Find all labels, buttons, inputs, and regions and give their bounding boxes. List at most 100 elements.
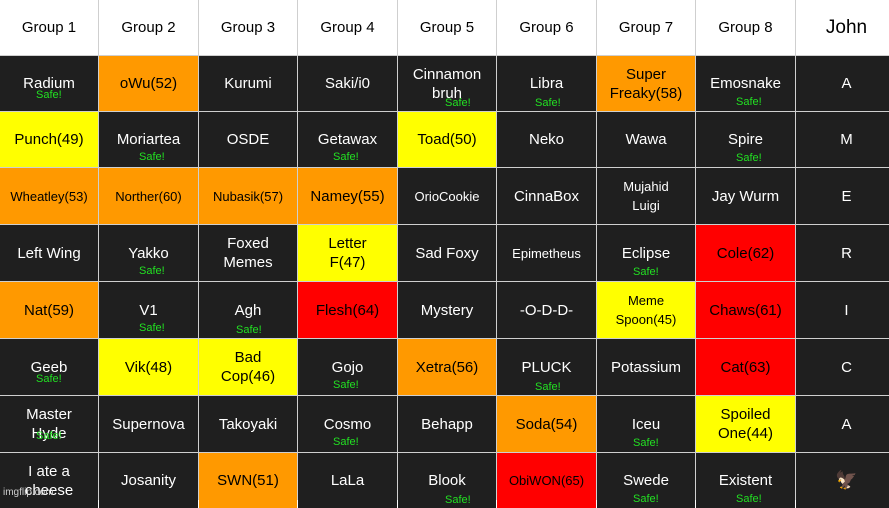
- cell-name: Cosmo: [321, 415, 375, 434]
- cell-name: Yakko: [125, 244, 172, 263]
- letter-cell: A: [796, 396, 889, 452]
- safe-label: Safe!: [139, 265, 165, 277]
- tier-cell: CinnaBox: [497, 168, 596, 224]
- cell-name: Libra: [527, 74, 566, 93]
- cell-name: Moriartea: [114, 130, 183, 149]
- tier-cell: Meme Spoon(45): [597, 282, 695, 338]
- cell-name: Potassium: [608, 358, 684, 377]
- tier-cell: Kurumi: [199, 56, 297, 111]
- tier-cell: Yakko Safe!: [99, 225, 198, 281]
- tier-cell: Letter F(47): [298, 225, 397, 281]
- tier-cell: Wawa: [597, 112, 695, 167]
- cell-name: Letter F(47): [325, 234, 369, 272]
- tier-cell: Namey(55): [298, 168, 397, 224]
- tier-cell: Jay Wurm: [696, 168, 795, 224]
- cell-name: Norther(60): [112, 187, 184, 206]
- letter-cell: M: [796, 112, 889, 167]
- safe-label: Safe!: [445, 97, 471, 109]
- cell-name: oWu(52): [117, 74, 180, 93]
- safe-label: Safe!: [36, 430, 62, 442]
- safe-label: Safe!: [736, 493, 762, 505]
- tier-cell: -O-D-D-: [497, 282, 596, 338]
- safe-label: Safe!: [333, 379, 359, 391]
- cell-name: Takoyaki: [216, 415, 280, 434]
- tier-cell: Potassium: [597, 339, 695, 395]
- cell-name: Behapp: [418, 415, 476, 434]
- cell-name: Chaws(61): [706, 301, 785, 320]
- letter-cell: E: [796, 168, 889, 224]
- cell-name: A: [838, 74, 854, 93]
- cell-name: Vik(48): [122, 358, 175, 377]
- cell-name: Nat(59): [21, 301, 77, 320]
- cell-name: Wheatley(53): [7, 187, 90, 206]
- safe-label: Safe!: [633, 266, 659, 278]
- safe-label: Safe!: [445, 494, 471, 506]
- cell-name: Sad Foxy: [412, 244, 481, 263]
- cell-name: Super Freaky(58): [607, 65, 686, 103]
- safe-label: Safe!: [333, 436, 359, 448]
- cell-name: Nubasik(57): [210, 187, 286, 206]
- tier-cell: Bad Cop(46): [199, 339, 297, 395]
- column-header: Group 5: [398, 0, 496, 55]
- column-header: John: [796, 0, 889, 55]
- tier-cell: Eclipse Safe!: [597, 225, 695, 281]
- tier-cell: Flesh(64): [298, 282, 397, 338]
- cell-name: SWN(51): [214, 471, 282, 490]
- tier-cell: Cat(63): [696, 339, 795, 395]
- cell-name: ObiWON(65): [506, 471, 587, 490]
- cell-name: Foxed Memes: [220, 234, 275, 272]
- cell-name: Josanity: [118, 471, 179, 490]
- letter-cell: I: [796, 282, 889, 338]
- cell-name: Punch(49): [11, 130, 86, 149]
- cell-name: Wawa: [622, 130, 669, 149]
- tier-cell: OrioCookie: [398, 168, 496, 224]
- cell-name: Xetra(56): [413, 358, 482, 377]
- cell-name: Saki/i0: [322, 74, 373, 93]
- tier-cell: Behapp: [398, 396, 496, 452]
- cell-name: Eclipse: [619, 244, 673, 263]
- letter-cell: C: [796, 339, 889, 395]
- cell-name: C: [838, 358, 855, 377]
- cell-name: Gojo: [329, 358, 367, 377]
- letter-cell: A: [796, 56, 889, 111]
- column-header: Group 1: [0, 0, 98, 55]
- cell-name: Spire: [725, 130, 766, 149]
- tier-cell: Punch(49): [0, 112, 98, 167]
- safe-label: Safe!: [535, 381, 561, 393]
- cell-name: Swede: [620, 471, 672, 490]
- cell-name: Blook: [425, 471, 469, 490]
- column-header: Group 3: [199, 0, 297, 55]
- cell-name: Jay Wurm: [709, 187, 782, 206]
- cell-name: Existent: [716, 471, 775, 490]
- tier-cell: Saki/i0: [298, 56, 397, 111]
- tier-cell: Spoiled One(44): [696, 396, 795, 452]
- cell-name: R: [838, 244, 855, 263]
- tier-cell: OSDE: [199, 112, 297, 167]
- tier-cell: Vik(48): [99, 339, 198, 395]
- cell-name: Spoiled One(44): [715, 405, 776, 443]
- cell-name: E: [838, 187, 854, 206]
- tier-cell: Gojo Safe!: [298, 339, 397, 395]
- cell-name: I: [841, 301, 851, 320]
- tier-cell: Xetra(56): [398, 339, 496, 395]
- cell-name: Meme Spoon(45): [613, 291, 680, 329]
- column-header: Group 8: [696, 0, 795, 55]
- cell-name: -O-D-D-: [517, 301, 576, 320]
- tier-cell: Soda(54): [497, 396, 596, 452]
- safe-label: Safe!: [36, 373, 62, 385]
- column-header: Group 4: [298, 0, 397, 55]
- tier-cell: Left Wing: [0, 225, 98, 281]
- tier-cell: Takoyaki: [199, 396, 297, 452]
